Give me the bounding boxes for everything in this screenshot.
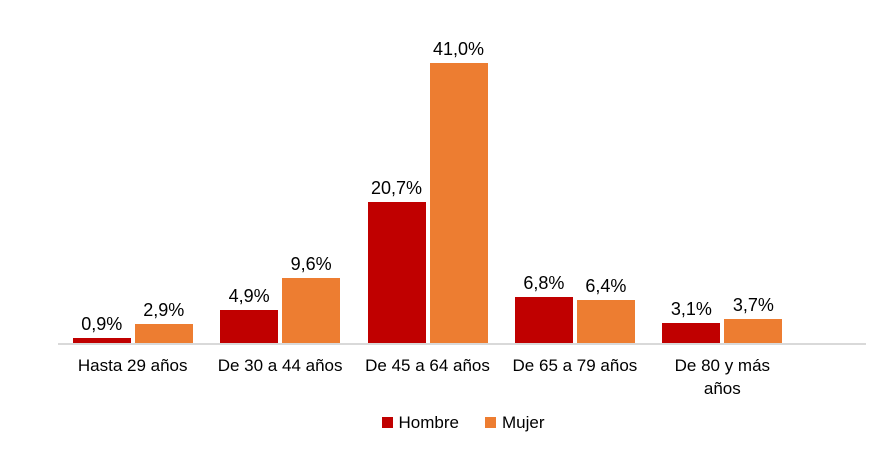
- value-label-hombre-3: 6,8%: [523, 273, 565, 294]
- legend-swatch-mujer: [484, 417, 496, 428]
- category-label-4: De 80 y más años: [674, 356, 771, 398]
- bar-hombre-0: 0,9%: [72, 314, 131, 344]
- value-label-hombre-0: 0,9%: [81, 313, 123, 334]
- category-group-3: 6,8% 6,4%: [501, 40, 648, 344]
- bar-hombre-2: 20,7%: [367, 178, 426, 344]
- legend-label-mujer: Mujer: [501, 413, 545, 432]
- legend-swatch-hombre: [381, 417, 393, 428]
- bar-mujer-1: 9,6%: [282, 254, 341, 344]
- value-label-mujer-4: 3,7%: [732, 294, 774, 315]
- bar-mujer-4: 3,7%: [724, 295, 783, 344]
- value-label-hombre-1: 4,9%: [228, 286, 270, 307]
- value-label-hombre-4: 3,1%: [670, 298, 712, 319]
- category-label-1: De 30 a 44 años: [217, 356, 343, 375]
- value-label-mujer-3: 6,4%: [585, 276, 627, 297]
- bar-mujer-2: 41,0%: [429, 39, 488, 344]
- x-axis-line: [58, 343, 866, 345]
- value-label-hombre-2: 20,7%: [370, 178, 423, 199]
- legend-item-hombre: Hombre: [381, 412, 459, 433]
- category-label-2: De 45 a 64 años: [365, 356, 490, 375]
- bar-hombre-3: 6,8%: [514, 273, 573, 344]
- legend-label-hombre: Hombre: [398, 413, 459, 432]
- legend-item-mujer: Mujer: [484, 412, 545, 433]
- value-label-mujer-0: 2,9%: [143, 300, 185, 321]
- category-group-4: 3,1% 3,7%: [649, 40, 796, 344]
- bar-mujer-3: 6,4%: [576, 276, 635, 344]
- category-group-0: 0,9% 2,9%: [59, 40, 206, 344]
- bar-hombre-1: 4,9%: [220, 286, 279, 344]
- category-group-1: 4,9% 9,6%: [206, 40, 353, 344]
- category-label-0: Hasta 29 años: [77, 356, 188, 375]
- legend: Hombre Mujer: [59, 412, 867, 433]
- x-axis-category-labels: Hasta 29 años De 30 a 44 años De 45 a 64 a…: [59, 354, 796, 400]
- value-label-mujer-1: 9,6%: [290, 254, 332, 275]
- category-label-3: De 65 a 79 años: [512, 356, 638, 375]
- bar-mujer-0: 2,9%: [134, 300, 193, 344]
- plot-area: 0,9% 2,9% 4,9% 9,6% 20,7% 41,0% 6,8% 6,4% 3,1% 3,…: [59, 39, 796, 344]
- bar-hombre-4: 3,1%: [662, 299, 721, 344]
- value-label-mujer-2: 41,0%: [432, 39, 485, 59]
- category-group-2: 20,7% 41,0%: [354, 39, 501, 344]
